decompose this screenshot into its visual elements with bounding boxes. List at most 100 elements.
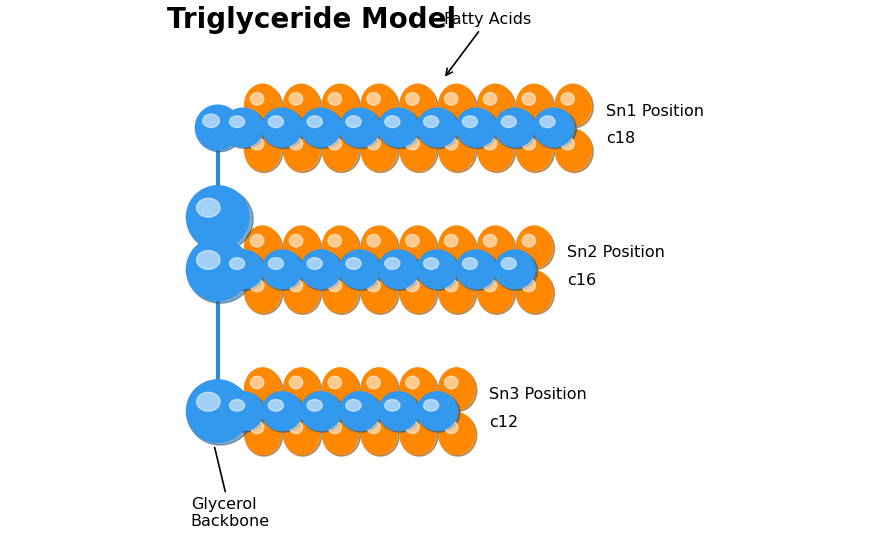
Ellipse shape xyxy=(187,241,253,303)
Ellipse shape xyxy=(367,137,380,150)
Text: Sn1 Position: Sn1 Position xyxy=(606,104,704,119)
Ellipse shape xyxy=(230,400,245,411)
Ellipse shape xyxy=(457,251,498,291)
Ellipse shape xyxy=(328,235,342,247)
Ellipse shape xyxy=(517,86,554,128)
Ellipse shape xyxy=(384,116,400,127)
Ellipse shape xyxy=(555,130,594,172)
Ellipse shape xyxy=(322,368,358,410)
Ellipse shape xyxy=(323,272,360,314)
Ellipse shape xyxy=(361,129,397,171)
Ellipse shape xyxy=(268,116,283,127)
Ellipse shape xyxy=(406,137,419,150)
Ellipse shape xyxy=(361,415,400,456)
Ellipse shape xyxy=(230,116,245,127)
Ellipse shape xyxy=(417,251,460,291)
Ellipse shape xyxy=(230,258,245,270)
Ellipse shape xyxy=(361,369,400,411)
Ellipse shape xyxy=(301,392,341,431)
Ellipse shape xyxy=(262,392,302,431)
Ellipse shape xyxy=(379,393,421,432)
Ellipse shape xyxy=(439,415,477,456)
Ellipse shape xyxy=(406,421,419,433)
Ellipse shape xyxy=(283,412,320,454)
Ellipse shape xyxy=(379,251,421,291)
Ellipse shape xyxy=(379,110,421,149)
Ellipse shape xyxy=(516,271,552,313)
Ellipse shape xyxy=(439,86,477,128)
Ellipse shape xyxy=(400,271,436,313)
Ellipse shape xyxy=(301,251,344,291)
Ellipse shape xyxy=(516,84,552,126)
Ellipse shape xyxy=(483,137,497,150)
Text: c18: c18 xyxy=(606,131,635,146)
Text: Sn2 Position: Sn2 Position xyxy=(567,245,665,260)
Ellipse shape xyxy=(555,86,594,128)
Ellipse shape xyxy=(328,421,342,433)
Ellipse shape xyxy=(245,84,280,126)
Ellipse shape xyxy=(245,272,283,314)
Ellipse shape xyxy=(361,84,397,126)
Ellipse shape xyxy=(203,114,220,127)
Ellipse shape xyxy=(197,251,220,270)
Ellipse shape xyxy=(283,271,320,313)
Ellipse shape xyxy=(339,250,380,289)
Ellipse shape xyxy=(540,116,555,127)
Ellipse shape xyxy=(561,92,574,105)
Ellipse shape xyxy=(245,368,280,410)
Ellipse shape xyxy=(250,137,263,150)
Ellipse shape xyxy=(400,86,438,128)
Ellipse shape xyxy=(367,92,380,105)
Ellipse shape xyxy=(522,92,536,105)
Ellipse shape xyxy=(301,108,341,147)
Ellipse shape xyxy=(301,393,344,432)
Ellipse shape xyxy=(400,369,438,411)
Ellipse shape xyxy=(439,226,474,268)
Ellipse shape xyxy=(268,258,283,270)
Ellipse shape xyxy=(516,226,552,268)
Ellipse shape xyxy=(400,84,436,126)
Ellipse shape xyxy=(439,271,474,313)
Ellipse shape xyxy=(367,279,380,292)
Ellipse shape xyxy=(400,272,438,314)
Ellipse shape xyxy=(361,412,397,454)
Ellipse shape xyxy=(400,130,438,172)
Text: Triglyceride Model: Triglyceride Model xyxy=(167,6,456,34)
Ellipse shape xyxy=(322,412,358,454)
Ellipse shape xyxy=(477,271,514,313)
Ellipse shape xyxy=(361,272,400,314)
Ellipse shape xyxy=(301,250,341,289)
Ellipse shape xyxy=(555,129,591,171)
Ellipse shape xyxy=(417,110,460,149)
Ellipse shape xyxy=(346,258,361,270)
Ellipse shape xyxy=(456,250,496,289)
Ellipse shape xyxy=(439,412,474,454)
Ellipse shape xyxy=(223,108,263,147)
Ellipse shape xyxy=(439,369,477,411)
Ellipse shape xyxy=(340,393,383,432)
Ellipse shape xyxy=(417,250,457,289)
Ellipse shape xyxy=(417,392,457,431)
Ellipse shape xyxy=(223,393,266,432)
Ellipse shape xyxy=(186,186,249,249)
Ellipse shape xyxy=(339,392,380,431)
Ellipse shape xyxy=(250,376,263,389)
Ellipse shape xyxy=(483,92,497,105)
Ellipse shape xyxy=(289,235,303,247)
Ellipse shape xyxy=(463,116,478,127)
Ellipse shape xyxy=(367,376,380,389)
Ellipse shape xyxy=(361,226,397,268)
Ellipse shape xyxy=(444,376,458,389)
Ellipse shape xyxy=(307,400,322,411)
Ellipse shape xyxy=(340,251,383,291)
Ellipse shape xyxy=(501,116,516,127)
Ellipse shape xyxy=(323,415,360,456)
Ellipse shape xyxy=(284,228,321,270)
Ellipse shape xyxy=(478,228,515,270)
Ellipse shape xyxy=(322,271,358,313)
Ellipse shape xyxy=(483,235,497,247)
Ellipse shape xyxy=(283,226,320,268)
Ellipse shape xyxy=(444,92,458,105)
Ellipse shape xyxy=(517,228,554,270)
Ellipse shape xyxy=(367,235,380,247)
